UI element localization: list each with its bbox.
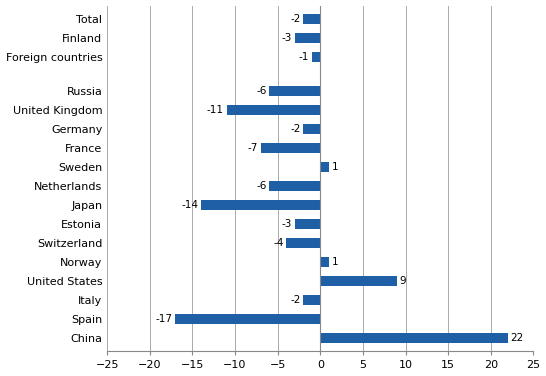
Bar	[295, 219, 321, 229]
Text: -3: -3	[282, 33, 292, 43]
Text: -2: -2	[290, 14, 301, 24]
Bar	[321, 257, 329, 267]
Text: 9: 9	[400, 276, 406, 286]
Text: -14: -14	[181, 200, 198, 210]
Bar	[201, 200, 321, 210]
Text: -1: -1	[299, 52, 309, 62]
Bar	[312, 52, 321, 62]
Bar	[321, 333, 508, 343]
Text: -3: -3	[282, 219, 292, 229]
Bar	[227, 105, 321, 115]
Text: 1: 1	[331, 162, 338, 172]
Bar	[175, 314, 321, 324]
Text: 22: 22	[511, 333, 524, 343]
Bar	[260, 143, 321, 153]
Bar	[269, 181, 321, 191]
Text: -2: -2	[290, 295, 301, 305]
Text: -4: -4	[273, 238, 283, 248]
Text: -6: -6	[256, 86, 266, 96]
Text: -6: -6	[256, 181, 266, 191]
Bar	[321, 276, 397, 287]
Text: -7: -7	[248, 143, 258, 153]
Text: -11: -11	[207, 105, 224, 115]
Text: -2: -2	[290, 124, 301, 134]
Bar	[295, 33, 321, 43]
Bar	[286, 238, 321, 248]
Bar	[321, 162, 329, 172]
Bar	[303, 124, 321, 134]
Text: -17: -17	[156, 314, 173, 324]
Text: 1: 1	[331, 257, 338, 267]
Bar	[303, 295, 321, 305]
Bar	[269, 86, 321, 96]
Bar	[303, 14, 321, 24]
